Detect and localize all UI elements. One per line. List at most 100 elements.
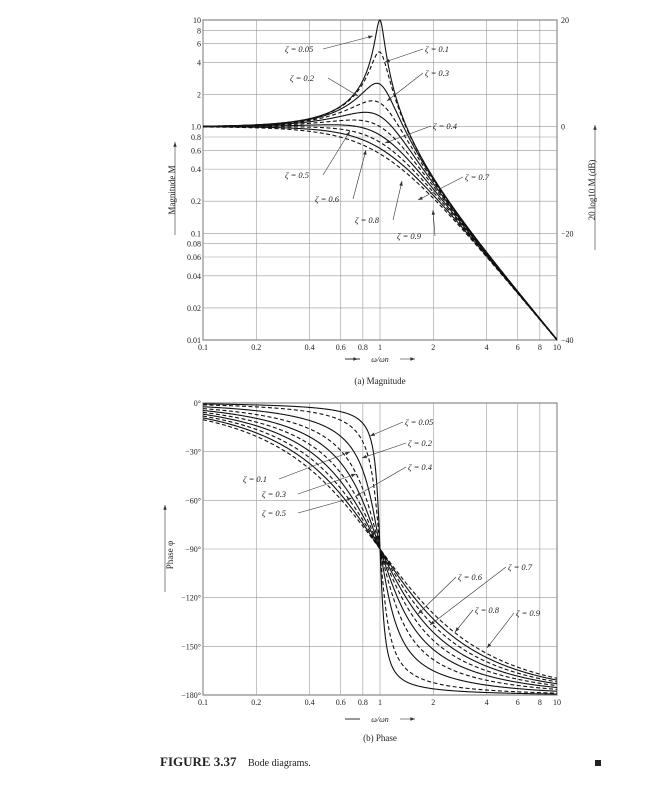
series-annotation: ζ = 0.05 <box>405 417 433 427</box>
annotation-arrow <box>327 77 359 97</box>
series-annotation: ζ = 0.7 <box>465 172 490 182</box>
x-tick-label: 0.8 <box>358 343 368 352</box>
y-axis-arrow-head <box>173 142 177 147</box>
y-tick-label: 0.6 <box>191 146 201 155</box>
x-tick-label: 2 <box>431 343 435 352</box>
series-annotation: ζ = 0.5 <box>285 170 309 180</box>
x-tick-label: 10 <box>553 698 561 707</box>
series-annotation: ζ = 0.1 <box>243 474 267 484</box>
annotation-arrow <box>384 48 424 63</box>
annotation-arrow-head <box>418 196 423 200</box>
series-annotation: ζ = 0.6 <box>458 572 483 582</box>
y-axis-arrow-head <box>163 505 167 510</box>
x-tick-label: 0.1 <box>198 698 208 707</box>
y-tick-label: 0.02 <box>187 304 201 313</box>
annotation-arrow-head <box>455 627 460 632</box>
series-line-zeta-0.9 <box>203 419 557 679</box>
x-tick-label: 0.6 <box>336 698 346 707</box>
x-tick-label: 1 <box>378 343 382 352</box>
x-tick-label: 4 <box>485 698 489 707</box>
annotation-arrow-head <box>385 58 390 63</box>
series-annotation: ζ = 0.9 <box>516 608 541 618</box>
y-axis-label: Magnitude M <box>167 165 177 214</box>
annotation-arrow-head <box>345 452 350 456</box>
series-annotation: ζ = 0.8 <box>475 605 500 615</box>
annotation-arrow <box>352 149 367 200</box>
y-tick-label: 0.01 <box>187 336 201 345</box>
series-annotation: ζ = 0.4 <box>408 462 433 472</box>
annotation-arrow <box>417 576 457 615</box>
series-annotation: ζ = 0.2 <box>290 73 315 83</box>
x-axis-label: ω/ωn <box>371 355 389 364</box>
y-right-tick-label: −20 <box>561 229 574 238</box>
y-tick-label: 8 <box>197 26 201 35</box>
annotation-arrow-head <box>346 131 350 136</box>
annotation-arrow-head <box>487 643 492 648</box>
y-axis-label: Phase φ <box>165 541 175 569</box>
y-tick-label: −150° <box>181 642 201 651</box>
y-tick-label: 2 <box>197 91 201 100</box>
x-tick-label: 6 <box>516 698 520 707</box>
y-tick-label: 0° <box>194 399 201 408</box>
annotation-arrow <box>355 466 407 497</box>
annotation-arrow <box>297 497 353 514</box>
annotation-arrow <box>322 130 351 176</box>
x-tick-label: 4 <box>485 343 489 352</box>
magnitude-plot: 0.1 0.2 0.4 0.6 0.8 1 2 4 6 8 101086421.00.80.60.4… <box>167 16 597 386</box>
annotation-arrow <box>278 451 351 480</box>
y-tick-label: 10 <box>193 16 201 25</box>
series-annotation: ζ = 0.4 <box>433 121 458 131</box>
series-line-zeta-0.9 <box>203 126 557 341</box>
y-right-tick-label: 20 <box>561 16 569 25</box>
x-tick-label: 0.4 <box>305 343 315 352</box>
x-tick-label: 0.1 <box>198 343 208 352</box>
x-tick-label: 8 <box>538 343 542 352</box>
y-right-axis-label: 20 log10 M (dB) <box>587 160 597 221</box>
annotation-arrow <box>297 473 357 495</box>
annotation-arrow-head <box>353 92 358 96</box>
annotation-arrow-head <box>368 35 373 39</box>
annotation-arrow <box>486 612 515 649</box>
y-tick-label: 0.2 <box>191 197 201 206</box>
series-annotation: ζ = 0.3 <box>262 489 286 499</box>
x-axis-label: ω/ωn <box>371 715 389 724</box>
annotation-arrow <box>369 421 404 437</box>
y-tick-label: 0.1 <box>191 229 201 238</box>
y-tick-label: −180° <box>181 691 201 700</box>
annotation-arrow <box>361 442 407 459</box>
y-tick-label: 4 <box>197 58 201 67</box>
annotation-arrow <box>454 609 474 633</box>
series-annotation: ζ = 0.3 <box>425 68 449 78</box>
y-right-axis-arrow-head <box>593 125 597 130</box>
y-tick-label: 0.06 <box>187 253 201 262</box>
annotation-arrow-head <box>418 609 423 614</box>
annotation-arrow <box>417 176 464 201</box>
caption-number: FIGURE 3.37 <box>160 754 237 769</box>
annotation-arrow-head <box>370 432 375 436</box>
series-annotation: ζ = 0.1 <box>425 44 449 54</box>
annotation-arrow <box>322 35 374 50</box>
series-annotation: ζ = 0.05 <box>285 44 313 54</box>
x-tick-label: 0.8 <box>358 698 368 707</box>
annotation-arrow <box>384 125 432 144</box>
x-tick-label: 10 <box>553 343 561 352</box>
annotation-arrow-head <box>399 181 403 186</box>
annotation-arrow-head <box>387 96 392 101</box>
x-axis-arrow-head <box>410 357 415 361</box>
annotation-arrow <box>392 180 403 221</box>
phase-title: (b) Phase <box>363 733 397 743</box>
x-tick-label: 2 <box>431 698 435 707</box>
y-tick-label: 0.4 <box>191 165 201 174</box>
y-tick-label: −60° <box>185 496 201 505</box>
x-tick-label: 6 <box>516 343 520 352</box>
magnitude-title: (a) Magnitude <box>354 376 405 386</box>
end-mark <box>595 760 601 766</box>
annotation-arrow-head <box>356 492 361 496</box>
annotation-arrow-head <box>347 497 352 501</box>
series-line-zeta-0.7 <box>203 415 557 683</box>
x-tick-label: 8 <box>538 698 542 707</box>
y-right-tick-label: −40 <box>561 336 574 345</box>
series-annotation: ζ = 0.6 <box>315 194 340 204</box>
y-tick-label: 0.04 <box>187 272 201 281</box>
